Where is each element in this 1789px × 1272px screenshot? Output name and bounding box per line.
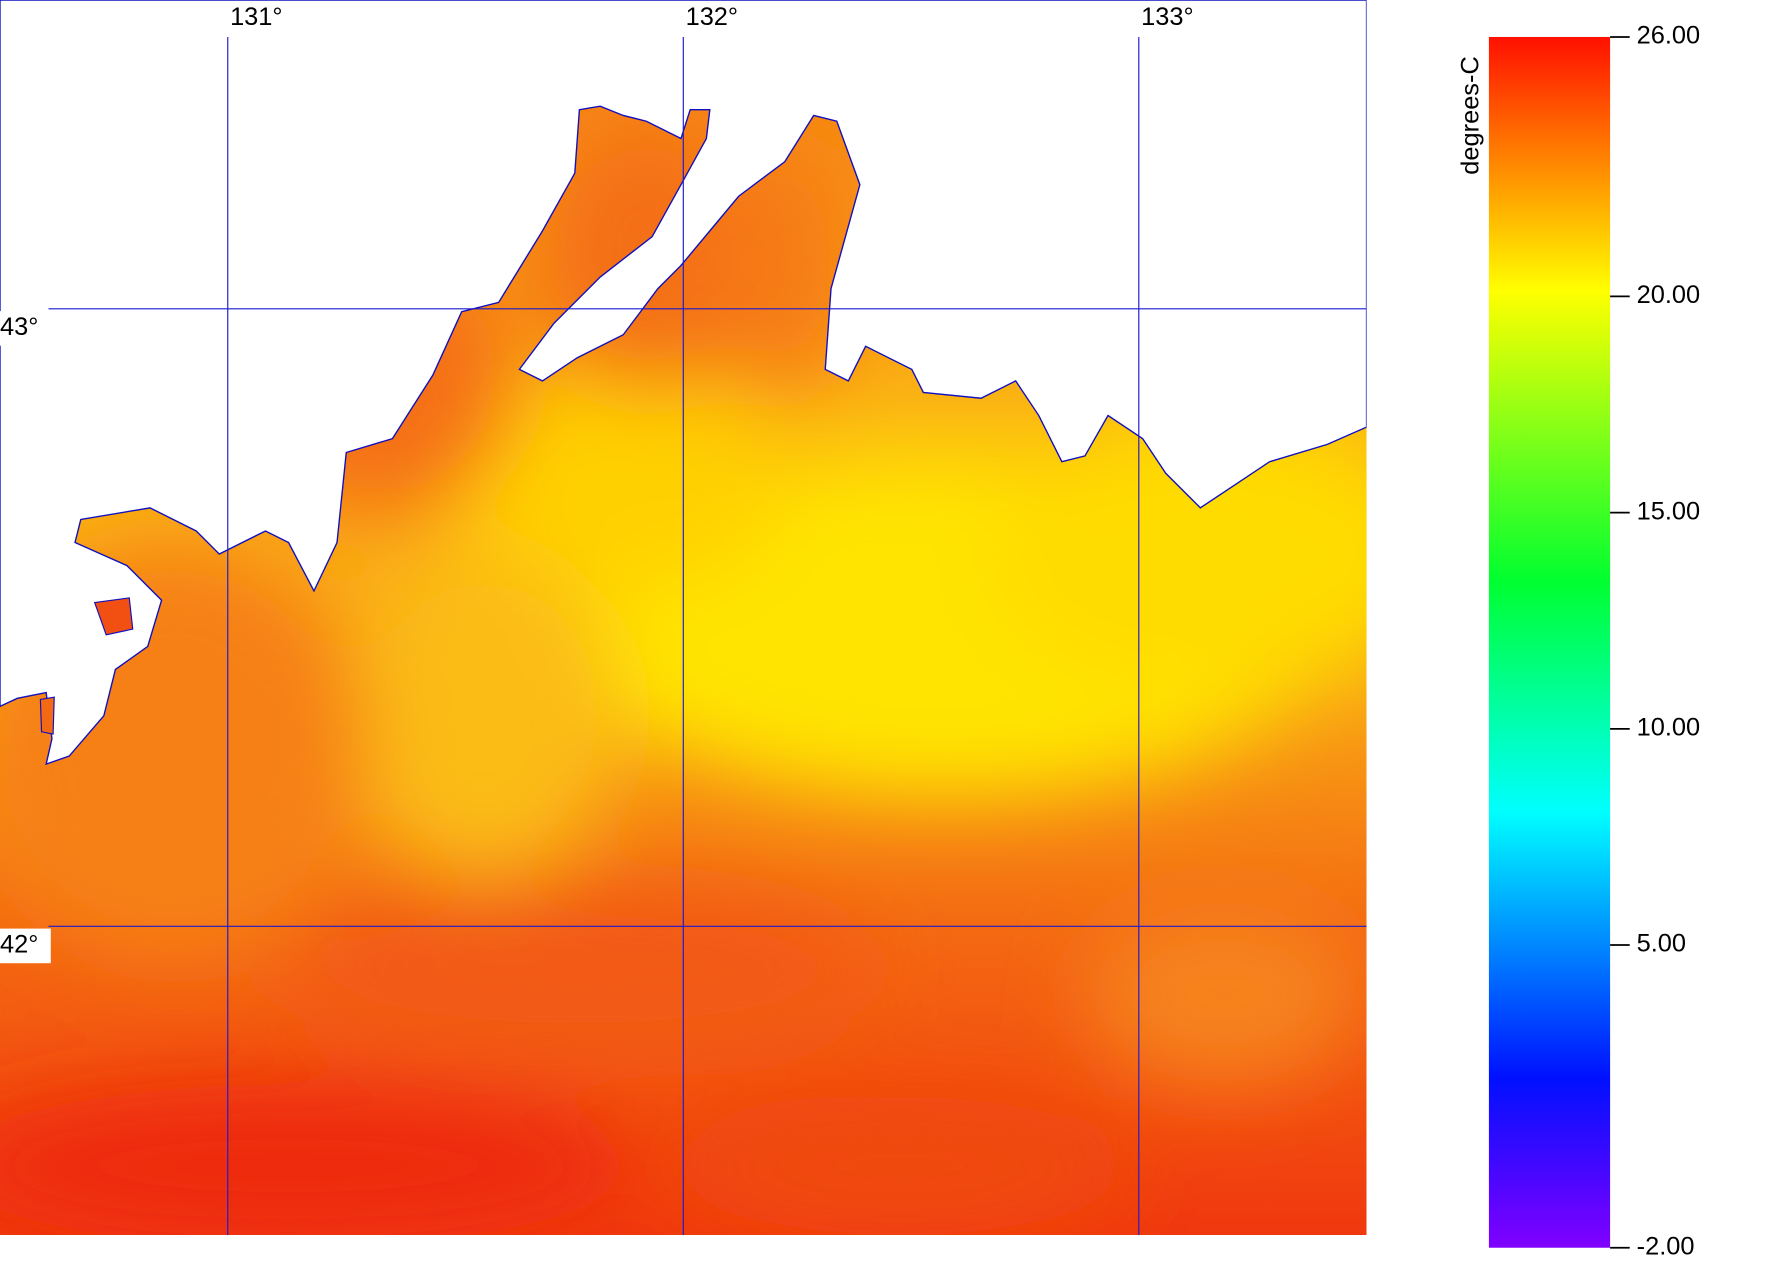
latitude-label-bg	[0, 928, 51, 964]
longitude-label: 132°	[686, 3, 739, 31]
colorbar-tick-label: 5.00	[1637, 930, 1686, 958]
latitude-label: 42°	[0, 931, 38, 959]
colorbar-tick-label: -2.00	[1637, 1232, 1695, 1260]
longitude-label: 133°	[1141, 3, 1194, 31]
land	[0, 0, 1367, 766]
longitude-label: 131°	[230, 3, 283, 31]
latitude-label-bg	[0, 311, 51, 346]
latitude-label: 43°	[0, 313, 38, 341]
sea-field	[0, 0, 1367, 1236]
colorbar	[1488, 36, 1611, 1248]
colorbar-tick-label: 26.00	[1637, 22, 1700, 50]
colorbar-tick-label: 10.00	[1637, 714, 1700, 742]
graticule	[48, 36, 1367, 1236]
colorbar-tick-label: 15.00	[1637, 497, 1700, 525]
island	[39, 696, 55, 735]
colorbar-title: degrees-C	[1456, 56, 1484, 174]
colorbar-tick-label: 20.00	[1637, 281, 1700, 309]
island	[93, 597, 134, 636]
